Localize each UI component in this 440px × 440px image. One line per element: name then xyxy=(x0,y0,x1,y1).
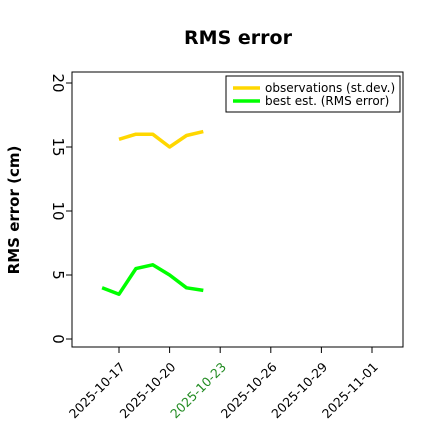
plot-frame xyxy=(71,71,404,348)
x-axis: 2025-10-172025-10-202025-10-232025-10-26… xyxy=(66,347,381,421)
y-axis: 0 5 10 15 20 xyxy=(49,73,72,344)
y-tick-label: 0 xyxy=(49,334,67,344)
legend-label: best est. (RMS error) xyxy=(265,94,389,108)
y-tick-label: 10 xyxy=(49,201,67,220)
legend: observations (st.dev.)best est. (RMS err… xyxy=(225,75,401,113)
series-line-observations xyxy=(118,129,204,149)
y-axis-label: RMS error (cm) xyxy=(5,146,23,275)
legend-label: observations (st.dev.) xyxy=(265,81,395,95)
chart-title: RMS error xyxy=(184,27,293,49)
legend-box xyxy=(225,75,401,113)
y-tick-label: 20 xyxy=(49,73,67,92)
y-tick-label: 15 xyxy=(49,137,67,156)
series-layer xyxy=(101,129,204,296)
series-line-best-estimate xyxy=(101,263,204,296)
y-tick-label: 5 xyxy=(49,270,67,280)
